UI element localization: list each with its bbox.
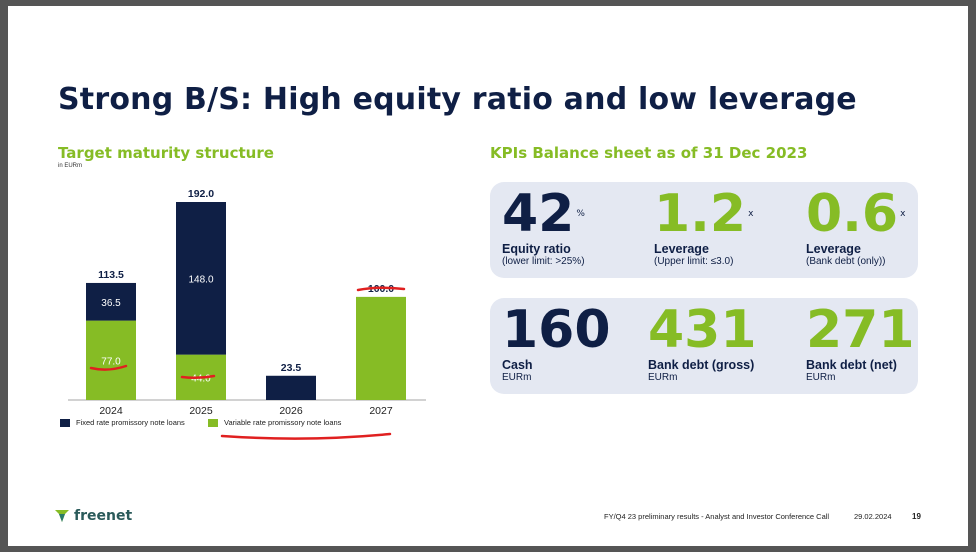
kpi-value: 42 (502, 184, 575, 244)
bar-segment-label: 77.0 (101, 356, 121, 367)
freenet-logo-icon (55, 510, 69, 522)
chart-title: Target maturity structure (58, 144, 274, 162)
chart-unit: in EURm (58, 163, 83, 169)
kpi-label: Leverage (806, 242, 861, 256)
kpi-sub: EURm (502, 372, 532, 383)
legend-fixed-label: Fixed rate promissory note loans (76, 418, 185, 427)
freenet-logo: freenet (54, 508, 132, 524)
annotation-underline (220, 432, 392, 440)
bar-segment (356, 296, 406, 400)
bar-segment (176, 202, 226, 355)
kpi-label: Bank debt (net) (806, 358, 897, 372)
kpi-label: Bank debt (gross) (648, 358, 755, 372)
x-tick-label: 2025 (189, 405, 213, 416)
bar-segment-label: 44.0 (191, 373, 211, 384)
bar-total-label: 192.0 (188, 188, 214, 200)
kpi-value: 431 (648, 300, 757, 360)
slide-title: Strong B/S: High equity ratio and low le… (58, 82, 857, 117)
x-tick-label: 2024 (99, 405, 123, 416)
bar-segment (86, 320, 136, 400)
kpi-sub: (lower limit: >25%) (502, 256, 585, 267)
kpi-bank-debt-net: 271 Bank debt (net) EURm (806, 304, 946, 383)
kpi-box-cash-debt: 160 Cash EURm 431 Bank debt (gross) EURm… (490, 298, 918, 394)
kpi-label: Cash (502, 358, 533, 372)
maturity-chart: 77.0 36.5 113.5 2024 44.0 148.0 192.0 2025 23.5 2… (68, 188, 426, 416)
x-tick-label: 2026 (279, 405, 303, 416)
slide: Strong B/S: High equity ratio and low le… (8, 6, 968, 546)
kpi-value: 160 (502, 300, 611, 360)
bar-total-label: 113.5 (98, 269, 124, 281)
legend-fixed-swatch (60, 418, 70, 427)
kpi-value: 271 (806, 300, 915, 360)
kpi-equity-ratio: 42% Equity ratio (lower limit: >25%) (502, 188, 642, 267)
kpi-sub: (Upper limit: ≤3.0) (654, 256, 734, 267)
kpi-suffix: x (748, 209, 754, 219)
kpi-value: 0.6 (806, 184, 899, 244)
page-number: 19 (912, 512, 921, 521)
legend-fixed: Fixed rate promissory note loans (60, 418, 185, 427)
kpi-sub: EURm (648, 372, 678, 383)
bar-total-label: 23.5 (281, 362, 302, 374)
kpi-label: Equity ratio (502, 242, 571, 256)
bar-segment (266, 375, 316, 400)
legend-variable-swatch (208, 418, 218, 427)
footer-text: FY/Q4 23 preliminary results - Analyst a… (604, 512, 830, 521)
bar-total-label: 100.0 (368, 283, 394, 295)
bar-segment-label: 148.0 (188, 274, 213, 285)
x-tick-label: 2027 (369, 405, 393, 416)
kpi-suffix: x (900, 209, 906, 219)
footer-date: 29.02.2024 (854, 512, 892, 521)
kpi-box-ratios: 42% Equity ratio (lower limit: >25%) 1.2… (490, 182, 918, 278)
kpi-label: Leverage (654, 242, 709, 256)
legend-variable: Variable rate promissory note loans (208, 418, 341, 427)
legend-variable-label: Variable rate promissory note loans (224, 418, 342, 427)
kpi-leverage: 1.2 x Leverage (Upper limit: ≤3.0) (654, 188, 794, 267)
logo-text: freenet (74, 508, 133, 524)
kpi-sub: EURm (806, 372, 836, 383)
kpi-sub: (Bank debt (only)) (806, 256, 886, 267)
kpi-value: 1.2 (654, 184, 747, 244)
kpi-suffix: % (576, 209, 585, 219)
bar-segment-label: 36.5 (101, 298, 121, 309)
kpi-title: KPIs Balance sheet as of 31 Dec 2023 (490, 144, 808, 162)
kpi-leverage-bank-debt: 0.6 x Leverage (Bank debt (only)) (806, 188, 946, 267)
kpi-cash: 160 Cash EURm (502, 304, 642, 383)
kpi-bank-debt-gross: 431 Bank debt (gross) EURm (648, 304, 788, 383)
bar-segment (86, 282, 136, 321)
